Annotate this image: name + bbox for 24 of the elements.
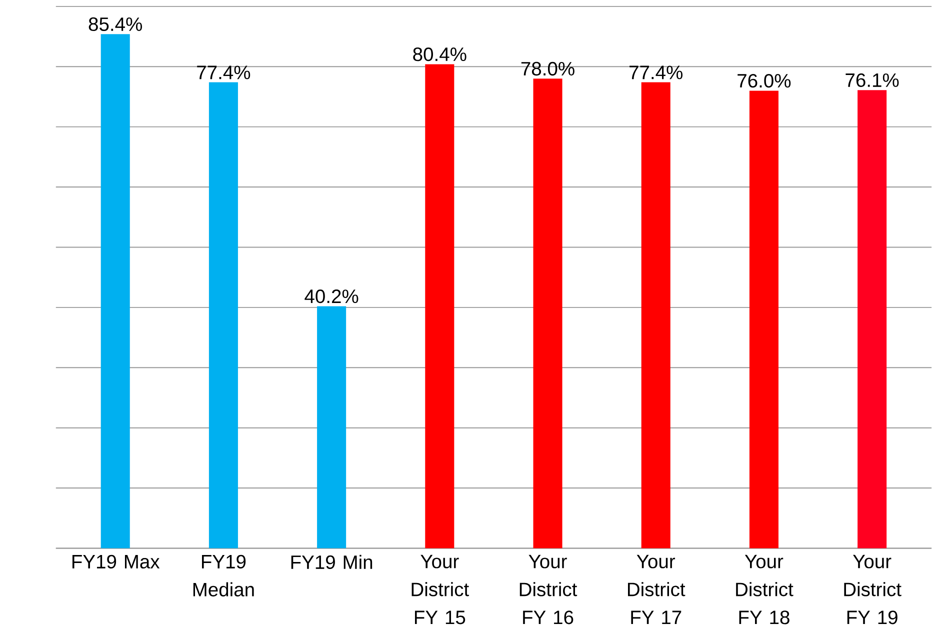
data-label: 76.0% — [738, 74, 791, 88]
data-label: 77.4% — [197, 66, 250, 80]
data-label: 77.4% — [630, 66, 682, 80]
x-tick-label: Your District FY 18 — [736, 555, 794, 624]
data-label: 76.1% — [846, 74, 899, 88]
x-tick-label: FY19 Median — [193, 555, 254, 597]
data-label: 85.4% — [88, 18, 142, 32]
x-tick-label: Your District FY 16 — [520, 555, 578, 624]
bar — [425, 64, 454, 548]
bar — [100, 34, 130, 548]
x-tick-label: FY19 Min — [291, 555, 372, 570]
x-tick-label: Your District FY 19 — [844, 555, 902, 624]
bar — [533, 78, 562, 548]
x-tick-label: Your District FY 17 — [628, 555, 686, 624]
x-tick-label: Your District FY 15 — [412, 555, 469, 624]
bar — [317, 306, 346, 548]
data-label: 78.0% — [521, 62, 574, 76]
x-tick-label: FY19 Max — [72, 555, 160, 569]
bar — [749, 90, 778, 548]
bar — [641, 82, 670, 548]
data-label: 40.2% — [304, 290, 358, 304]
bar — [208, 82, 238, 548]
bar — [858, 90, 887, 548]
data-label: 80.4% — [413, 48, 466, 62]
